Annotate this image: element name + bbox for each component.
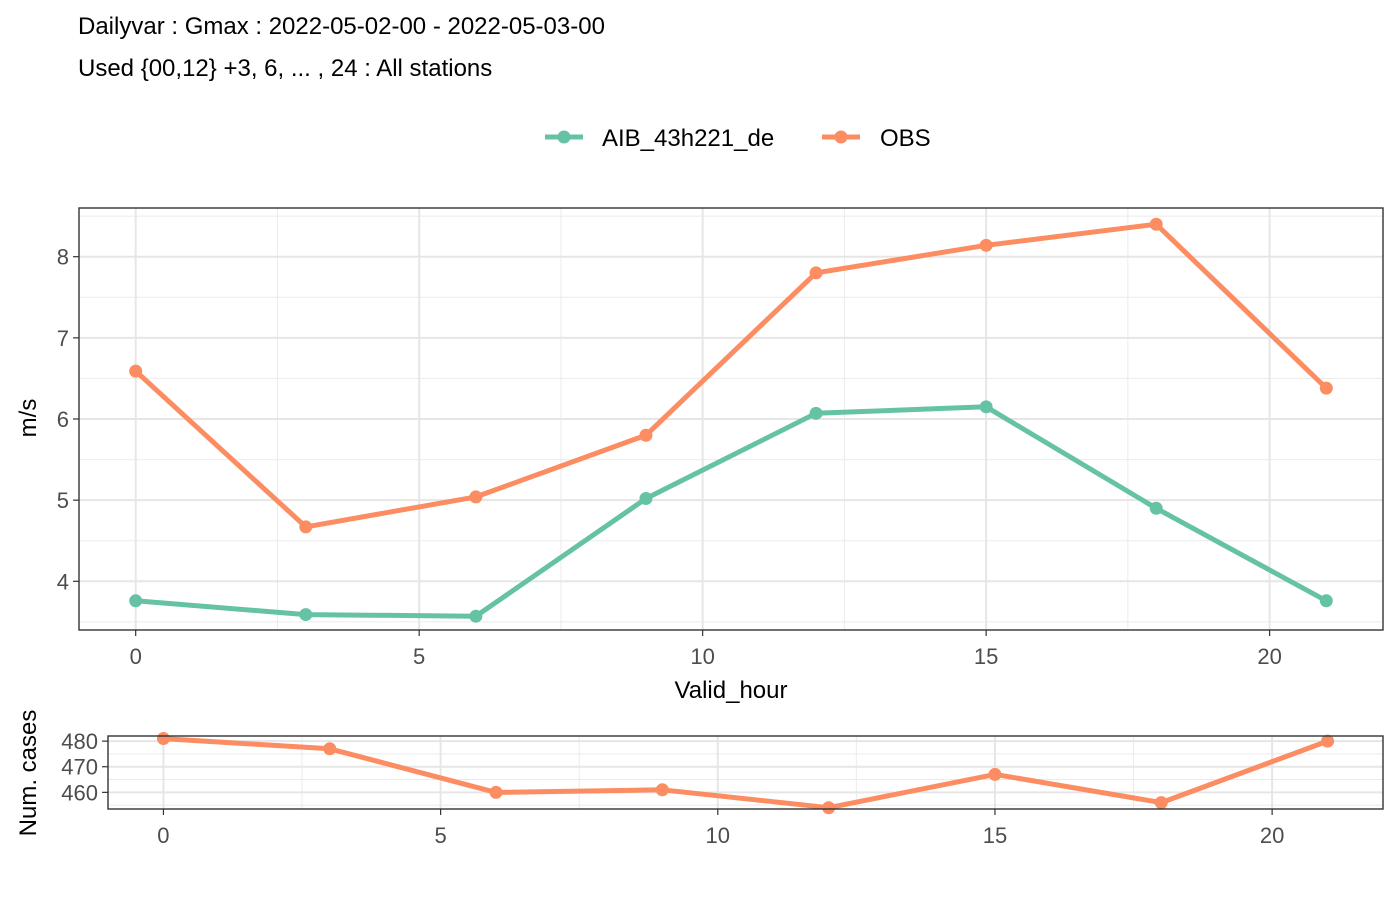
y-tick-label: 5 [57,488,69,513]
y-tick-label: 470 [61,755,98,780]
series-line [133,221,1329,530]
x-tick-label: 10 [690,644,714,669]
main-x-axis-title: Valid_hour [675,677,788,704]
data-point [469,609,483,623]
y-tick-label: 8 [57,245,69,270]
legend-label: AIB_43h221_de [602,125,774,152]
x-tick-label: 0 [130,644,142,669]
cases-y-axis-title: Num. cases [15,710,42,837]
x-tick-label: 10 [706,823,730,848]
chart-subtitle: Used {00,12} +3, 6, ... , 24 : All stati… [78,55,492,82]
series-line [160,736,1331,811]
data-point [1149,217,1163,231]
data-point [809,266,823,280]
data-point [323,742,337,756]
data-point [156,732,170,746]
data-point [979,238,993,252]
data-point [1319,594,1333,608]
x-tick-label: 5 [434,823,446,848]
data-point [489,785,503,799]
x-tick-label: 15 [983,823,1007,848]
data-point [129,594,143,608]
y-tick-label: 6 [57,407,69,432]
data-point [1154,796,1168,810]
data-point [1319,381,1333,395]
data-point [299,520,313,534]
series-line [133,404,1329,619]
legend-key-point [557,130,571,144]
legend-key-point [834,130,848,144]
data-point [299,608,313,622]
y-tick-label: 4 [57,569,69,594]
y-tick-label: 480 [61,729,98,754]
x-tick-label: 0 [157,823,169,848]
data-point [1149,501,1163,515]
panel-border [107,735,1384,810]
x-tick-label: 20 [1257,644,1281,669]
data-point [822,801,836,815]
chart-title: Dailyvar : Gmax : 2022-05-02-00 - 2022-0… [78,13,605,40]
data-point [639,492,653,506]
x-tick-label: 20 [1260,823,1284,848]
x-tick-label: 5 [413,644,425,669]
data-point [469,490,483,504]
data-point [129,364,143,378]
data-point [979,400,993,414]
panel-border [78,207,1384,631]
data-point [1321,734,1335,748]
y-tick-label: 460 [61,780,98,805]
data-point [988,767,1002,781]
x-tick-label: 15 [974,644,998,669]
main-y-axis-title: m/s [15,399,42,438]
data-point [639,428,653,442]
main-panel: 0 5 10 15 20 4 5 6 7 8 [57,207,1384,669]
data-point [809,406,823,420]
legend-label: OBS [880,125,931,152]
y-tick-label: 7 [57,326,69,351]
data-point [655,783,669,797]
legend: AIB_43h221_de OBS [545,125,931,152]
